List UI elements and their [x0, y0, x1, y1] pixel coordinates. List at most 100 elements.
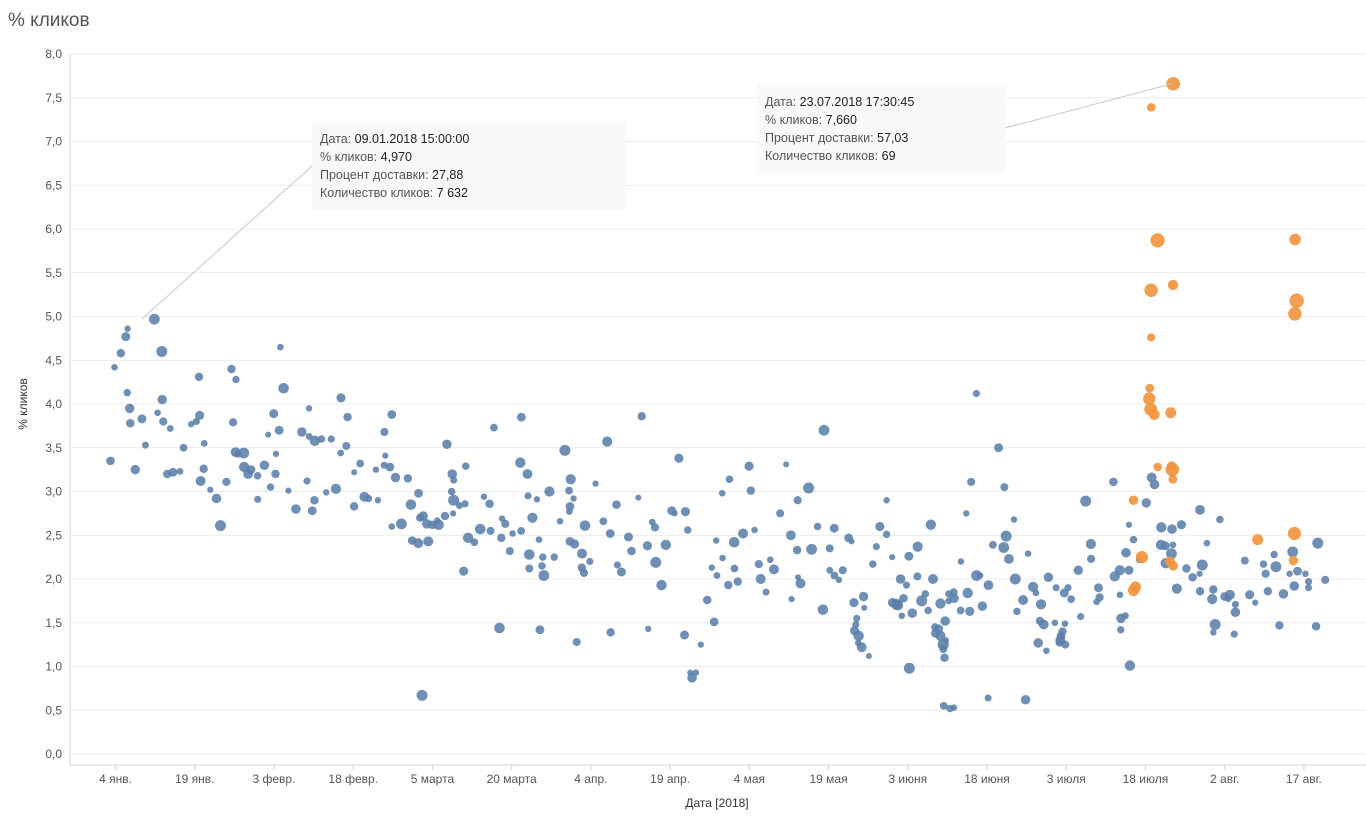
data-point — [523, 549, 535, 560]
data-point — [903, 662, 915, 674]
data-point — [895, 574, 906, 584]
data-point — [305, 405, 313, 412]
data-point — [187, 420, 195, 428]
data-point — [1287, 546, 1299, 558]
data-point — [336, 393, 346, 403]
data-point — [965, 606, 975, 616]
tooltip-row-delivery: Процент доставки: 27,88 — [320, 166, 618, 184]
data-point — [818, 424, 830, 436]
data-point — [949, 593, 959, 604]
data-point — [1018, 595, 1029, 605]
data-point — [724, 580, 733, 590]
data-point — [858, 591, 869, 602]
data-point — [1124, 660, 1136, 671]
data-point — [977, 601, 988, 611]
data-point-highlighted — [1287, 526, 1302, 541]
data-point — [1259, 560, 1268, 568]
data-point — [387, 410, 397, 419]
data-point — [940, 653, 949, 662]
y-tick-label: 7,0 — [45, 135, 62, 149]
data-point — [579, 568, 589, 577]
data-point — [1077, 613, 1085, 621]
data-point — [238, 447, 250, 459]
data-point — [1270, 561, 1282, 573]
data-point — [1009, 573, 1021, 585]
data-point — [565, 486, 573, 495]
data-point — [1160, 541, 1170, 551]
data-point — [222, 477, 231, 486]
data-point — [984, 694, 992, 702]
x-axis-title: Дата [2018] — [685, 796, 748, 810]
data-point — [856, 642, 867, 653]
data-point — [1166, 548, 1177, 560]
data-point — [527, 512, 538, 523]
data-point — [179, 443, 188, 452]
tooltip-value: 09.01.2018 15:00:00 — [354, 132, 470, 146]
data-point — [310, 495, 319, 505]
data-point — [121, 332, 131, 342]
data-point — [1196, 559, 1208, 571]
data-point-highlighted — [1143, 392, 1156, 405]
data-point — [1176, 520, 1187, 530]
data-point — [635, 494, 642, 501]
data-point — [692, 669, 700, 676]
data-point — [972, 389, 980, 398]
data-point — [813, 522, 822, 531]
y-tick-label: 0,0 — [45, 747, 62, 761]
x-tick-label: 18 июля — [1123, 772, 1169, 786]
data-point — [1035, 599, 1047, 610]
data-point — [1245, 590, 1255, 600]
data-point — [1216, 515, 1224, 524]
y-axis-title: % кликов — [16, 378, 30, 430]
data-point — [266, 483, 275, 491]
data-point — [265, 431, 272, 438]
tooltip-highlight-1: Дата: 09.01.2018 15:00:00 % кликов: 4,97… — [312, 122, 626, 210]
data-point — [754, 560, 763, 569]
data-point — [1312, 537, 1324, 549]
data-point — [1231, 600, 1240, 608]
x-tick-label: 4 апр. — [574, 772, 607, 786]
x-tick-label: 19 янв. — [175, 772, 215, 786]
data-point — [872, 543, 880, 551]
data-point — [490, 423, 498, 432]
data-point — [380, 427, 389, 437]
data-point — [1052, 584, 1060, 592]
data-point-highlighted — [1168, 474, 1178, 484]
tooltip-row-date: Дата: 23.07.2018 17:30:45 — [765, 93, 997, 111]
data-point — [806, 543, 818, 555]
tooltip-value: 7 632 — [436, 186, 468, 200]
data-point — [1010, 516, 1018, 523]
data-point — [1121, 612, 1129, 620]
data-point — [515, 457, 526, 468]
data-point — [351, 469, 358, 476]
data-point — [623, 532, 633, 542]
data-point — [303, 477, 311, 485]
data-point — [159, 417, 168, 426]
x-tick-label: 3 июня — [888, 772, 927, 786]
data-point — [130, 464, 140, 475]
data-point — [342, 442, 351, 450]
data-point — [148, 313, 160, 325]
data-point — [533, 496, 541, 503]
data-point — [1109, 477, 1118, 487]
data-point — [323, 489, 330, 496]
data-point — [317, 435, 326, 443]
data-point — [271, 469, 280, 479]
data-point-highlighted — [1288, 555, 1299, 566]
data-point-highlighted — [1153, 462, 1163, 472]
data-point — [713, 537, 720, 544]
data-point — [848, 538, 855, 545]
data-point — [403, 474, 413, 483]
data-point — [671, 510, 678, 517]
data-point — [746, 486, 755, 495]
tooltip-value: 69 — [881, 149, 896, 163]
data-point — [211, 493, 222, 504]
y-tick-label: 7,5 — [45, 91, 62, 105]
data-point — [285, 487, 292, 494]
data-point — [645, 625, 652, 633]
data-point — [977, 572, 984, 579]
data-point — [902, 581, 911, 589]
data-point — [214, 520, 226, 532]
data-point — [566, 508, 573, 515]
